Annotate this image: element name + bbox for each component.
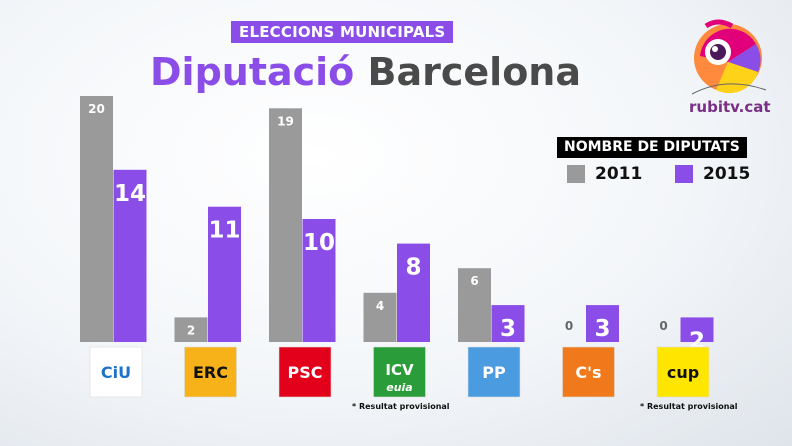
ciu-logo-bg xyxy=(89,346,143,398)
bar-c-s-2015 xyxy=(586,305,619,342)
pp-logo-bg xyxy=(467,346,521,398)
legend-label-2015: 2015 xyxy=(703,164,751,184)
legend-title: NOMBRE DE DIPUTATS xyxy=(557,137,747,158)
bar-pp-2011 xyxy=(458,268,491,342)
legend-swatch-2015 xyxy=(675,165,693,183)
cup-logo-text: cup xyxy=(667,363,699,382)
page-title: Diputació Barcelona xyxy=(150,48,581,96)
ciu-logo-text: CiU xyxy=(101,363,131,382)
value-label-pp-2015: 3 xyxy=(500,316,516,342)
bar-cup-2015 xyxy=(680,317,714,342)
value-label-c-s-2011: 0 xyxy=(565,319,573,333)
footnote-icv: * Resultat provisional xyxy=(352,402,450,411)
bar-psc-2011 xyxy=(269,108,302,342)
cs-logo-icon: C's xyxy=(562,346,615,398)
pp-logo-icon: PP xyxy=(467,346,521,398)
value-label-ciu-2015: 14 xyxy=(114,181,146,207)
legend-swatch-2011 xyxy=(567,165,585,183)
psc-logo-icon: PSC xyxy=(278,346,332,398)
bar-icv-euia-2015 xyxy=(397,243,430,342)
title-part2: Barcelona xyxy=(367,50,582,94)
kicker-label: ELECCIONS MUNICIPALS xyxy=(231,21,454,43)
bar-psc-2015 xyxy=(302,219,336,342)
ciu-logo-icon: CiU xyxy=(89,346,143,398)
psc-logo-text: PSC xyxy=(288,363,323,382)
value-label-erc-2015: 11 xyxy=(208,218,240,244)
bar-ciu-2011 xyxy=(80,96,113,342)
value-label-erc-2011: 2 xyxy=(187,323,195,337)
bar-icv-euia-2011 xyxy=(363,292,397,342)
pp-logo-text: PP xyxy=(482,363,506,382)
value-label-icv-euia-2015: 8 xyxy=(405,255,421,281)
value-label-psc-2011: 19 xyxy=(277,114,294,128)
value-label-cup-2011: 0 xyxy=(659,319,667,333)
icv-euia-logo-icon: ICV euia xyxy=(373,346,426,398)
legend-label-2011: 2011 xyxy=(595,164,643,184)
erc-logo-bg xyxy=(184,346,237,398)
brand-name: rubitv.cat xyxy=(689,98,771,116)
legend-item-2011: 2011 xyxy=(567,164,642,184)
cup-logo-bg xyxy=(656,346,710,398)
bar-erc-2015 xyxy=(208,206,241,342)
cs-logo-text: C's xyxy=(575,363,601,382)
value-label-psc-2015: 10 xyxy=(303,230,335,256)
icv-euia-logo-bg xyxy=(373,346,426,398)
value-label-c-s-2015: 3 xyxy=(594,316,610,342)
erc-logo-icon: ERC xyxy=(184,346,237,398)
cs-logo-bg xyxy=(562,346,615,398)
bar-ciu-2015 xyxy=(113,169,147,342)
footnote-cup: * Resultat provisional xyxy=(640,402,738,411)
value-label-icv-euia-2011: 4 xyxy=(376,299,384,313)
cup-logo-icon: cup xyxy=(656,346,710,398)
value-label-pp-2011: 6 xyxy=(470,274,478,288)
icv-euia-logo-text: ICV xyxy=(385,361,414,379)
erc-logo-text: ERC xyxy=(193,363,228,382)
rubitv-logo-icon xyxy=(691,19,767,95)
legend-item-2015: 2015 xyxy=(675,164,750,184)
bar-pp-2015 xyxy=(491,305,525,342)
icv-euia-logo-text2: euia xyxy=(386,381,413,394)
bar-erc-2011 xyxy=(174,317,208,342)
value-label-ciu-2011: 20 xyxy=(88,102,105,116)
psc-logo-bg xyxy=(278,346,332,398)
title-part1: Diputació xyxy=(150,50,355,94)
